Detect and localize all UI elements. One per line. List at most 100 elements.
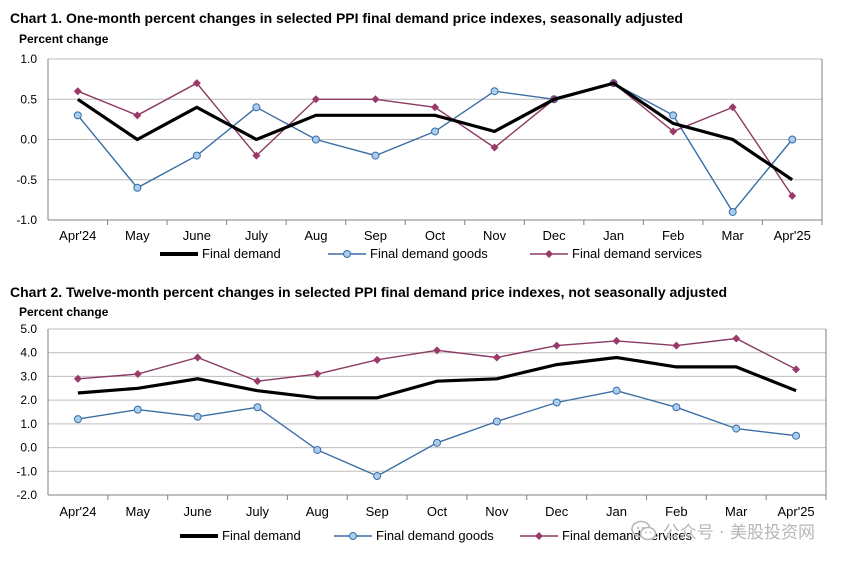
x-tick-label: July xyxy=(246,504,270,519)
data-point-goods xyxy=(788,135,797,144)
series-line-goods xyxy=(77,82,793,214)
data-point-services xyxy=(552,341,561,350)
y-tick-label: 2.0 xyxy=(20,393,37,407)
y-tick-label: 0.0 xyxy=(20,441,37,455)
y-tick-label: 1.0 xyxy=(20,417,37,431)
series-line-services xyxy=(77,337,797,382)
y-axis-label: Percent change xyxy=(19,305,109,319)
legend-final-demand-goods: Final demand goods xyxy=(328,246,488,261)
data-point-services xyxy=(490,143,499,152)
data-point-goods xyxy=(612,386,621,395)
data-point-goods xyxy=(669,111,678,120)
chart-1: Chart 1. One-month percent changes in se… xyxy=(0,0,843,275)
data-point-goods xyxy=(552,398,561,407)
data-point-goods xyxy=(133,405,142,414)
legend-swatch-services xyxy=(530,249,568,258)
data-point-services xyxy=(192,79,201,88)
x-tick-label: Jan xyxy=(603,228,624,243)
y-axis-label: Percent change xyxy=(19,32,109,46)
x-tick-label: Sep xyxy=(364,228,387,243)
y-tick-label: -1.0 xyxy=(16,464,37,478)
x-tick-label: Aug xyxy=(306,504,329,519)
x-tick-label: Apr'25 xyxy=(777,504,814,519)
data-point-services xyxy=(311,95,320,104)
data-point-services xyxy=(73,374,82,383)
data-point-goods xyxy=(732,424,741,433)
data-point-services xyxy=(669,127,678,136)
data-point-goods xyxy=(252,103,261,112)
legend-label: Final demand goods xyxy=(376,528,494,543)
series-line-final xyxy=(76,81,794,182)
data-point-goods xyxy=(313,445,322,454)
data-point-services xyxy=(431,103,439,112)
x-tick-label: Dec xyxy=(543,228,567,243)
x-tick-label: Feb xyxy=(662,228,684,243)
x-tick-label: Nov xyxy=(485,504,509,519)
x-tick-label: May xyxy=(125,504,150,519)
x-tick-label: Sep xyxy=(366,504,389,519)
chart-2-plot: 5.0 4.0 3.0 2.0 1.0 0.0 -1.0 -2.0 Apr'24 May June J… xyxy=(16,322,827,519)
legend-swatch-final xyxy=(180,533,218,538)
y-tick-label: 4.0 xyxy=(20,346,37,360)
data-point-services xyxy=(133,111,142,120)
legend-final-demand: Final demand xyxy=(160,246,281,261)
legend-final-demand-goods: Final demand goods xyxy=(334,528,494,543)
data-point-goods xyxy=(492,417,501,426)
x-tick-label: Apr'24 xyxy=(59,228,96,243)
chart-1-legend: Final demand Final demand goods Final de… xyxy=(0,246,843,266)
legend-final-demand-services: Final demand services xyxy=(520,528,692,543)
data-point-services xyxy=(253,377,262,386)
x-tick-label: Dec xyxy=(545,504,569,519)
chart-2: Chart 2. Twelve-month percent changes in… xyxy=(0,276,843,566)
data-point-goods xyxy=(73,111,82,120)
series-line-goods xyxy=(77,389,797,477)
data-point-goods xyxy=(431,127,439,136)
x-tick-label: Mar xyxy=(725,504,748,519)
data-point-services xyxy=(433,346,441,355)
chart-2-legend: Final demand Final demand goods Final de… xyxy=(0,528,843,548)
data-point-services xyxy=(732,334,741,343)
y-tick-label: 3.0 xyxy=(20,369,37,383)
x-tick-label: Oct xyxy=(427,504,448,519)
data-point-goods xyxy=(193,412,202,421)
data-point-services xyxy=(73,87,82,96)
y-tick-label: -0.5 xyxy=(16,173,37,187)
x-tick-label: Mar xyxy=(721,228,744,243)
data-point-services xyxy=(788,191,797,200)
data-point-goods xyxy=(373,472,382,481)
watermark: 公众号 · 美股投资网 xyxy=(630,518,815,543)
y-tick-label: 0.0 xyxy=(20,133,37,147)
data-point-goods xyxy=(792,431,801,440)
legend-final-demand-services: Final demand services xyxy=(530,246,702,261)
legend-label: Final demand services xyxy=(572,246,703,261)
y-tick-label: -1.0 xyxy=(16,213,37,227)
chart-1-plot: 1.0 0.5 0.0 -0.5 -1.0 Apr'24 May June July Aug Sep… xyxy=(16,52,823,243)
chart-title: Chart 2. Twelve-month percent changes in… xyxy=(10,284,728,300)
data-point-services xyxy=(133,370,142,379)
x-tick-label: Apr'24 xyxy=(59,504,96,519)
legend-final-demand: Final demand xyxy=(180,528,301,543)
data-point-services xyxy=(373,355,382,364)
x-tick-label: May xyxy=(125,228,150,243)
data-point-services xyxy=(313,370,322,379)
legend-swatch-goods xyxy=(328,249,366,258)
chart-title: Chart 1. One-month percent changes in se… xyxy=(10,10,683,26)
x-tick-label: Apr'25 xyxy=(774,228,811,243)
data-point-goods xyxy=(73,415,82,424)
legend-label: Final demand xyxy=(222,528,301,543)
data-point-goods xyxy=(311,135,320,144)
data-point-services xyxy=(492,353,501,362)
series-line-final xyxy=(77,355,797,400)
x-tick-label: Feb xyxy=(665,504,687,519)
legend-label: Final demand services xyxy=(562,528,693,543)
data-point-goods xyxy=(192,151,201,160)
data-point-goods xyxy=(672,403,681,412)
data-point-goods xyxy=(490,87,499,96)
data-point-goods xyxy=(728,207,737,216)
data-point-goods xyxy=(433,438,441,447)
y-tick-label: -2.0 xyxy=(16,488,37,502)
data-point-goods xyxy=(133,183,142,192)
data-point-services xyxy=(728,103,737,112)
legend-swatch-goods xyxy=(334,531,372,540)
data-point-services xyxy=(252,151,261,160)
